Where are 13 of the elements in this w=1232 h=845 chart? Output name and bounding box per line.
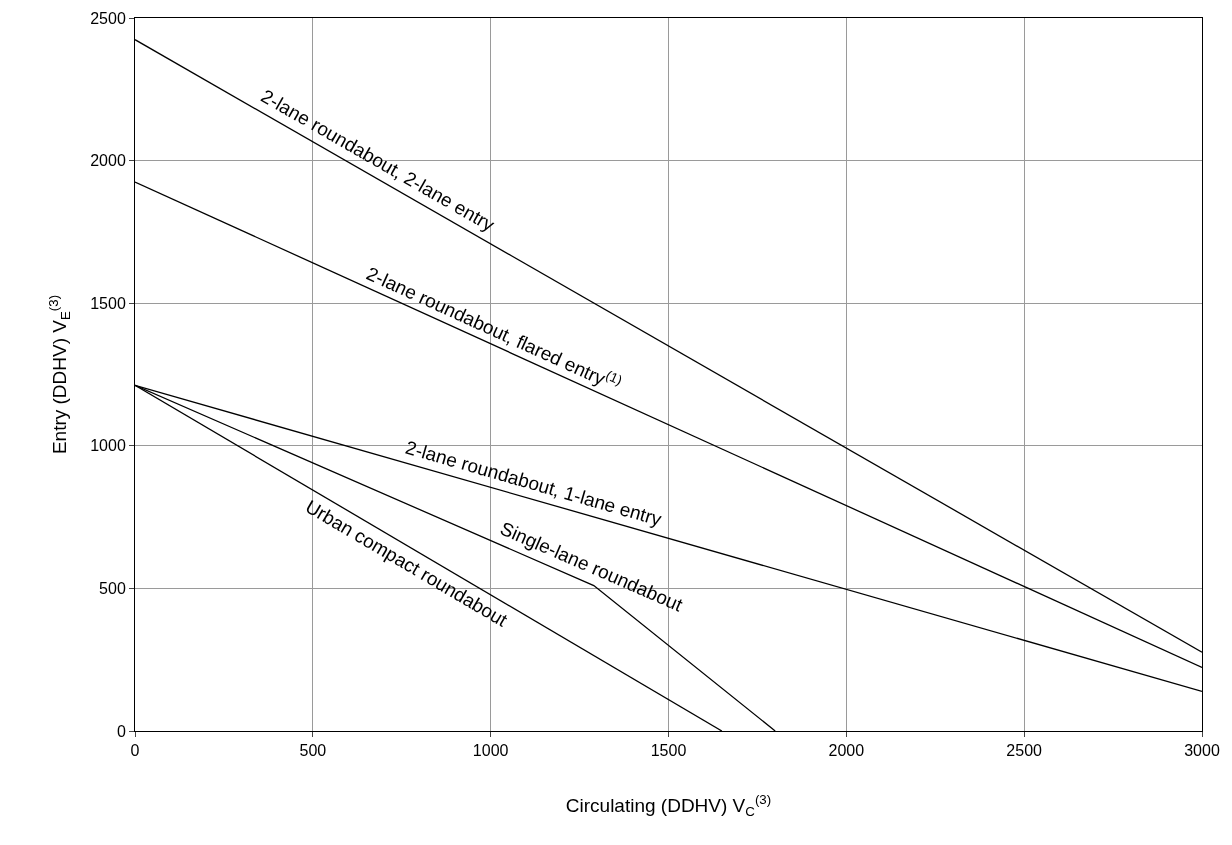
y-tick-label: 1000 [90,437,126,455]
x-tick-label: 500 [299,742,327,760]
x-tick-label: 2000 [828,742,865,760]
x-tick-label: 0 [130,742,140,760]
y-tick-label: 500 [99,580,126,597]
y-tick-label: 2000 [90,152,126,170]
x-tick-label: 1000 [472,742,509,760]
y-tick-label: 1500 [90,294,126,312]
x-tick-label: 2500 [1006,742,1043,760]
x-tick-label: 1500 [650,742,687,760]
y-tick-label: 0 [116,722,126,740]
y-tick-label: 2500 [90,9,126,27]
x-tick-label: 3000 [1184,742,1220,760]
